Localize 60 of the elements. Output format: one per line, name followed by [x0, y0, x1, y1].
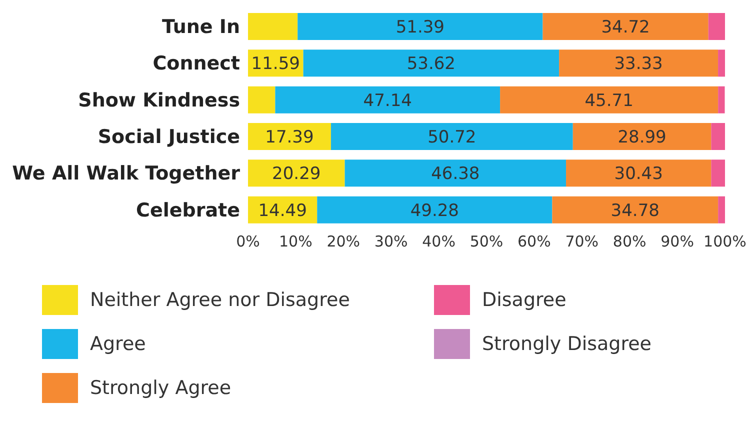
y-tick-label: We All Walk Together	[12, 162, 241, 185]
bar	[275, 86, 500, 114]
data-label: 49.28	[410, 200, 459, 221]
bar	[344, 160, 566, 187]
data-label: 34.72	[601, 18, 650, 38]
legend-label: Agree	[90, 333, 146, 355]
bar	[248, 13, 298, 40]
bar	[317, 196, 552, 224]
x-tick-label: 30%	[374, 232, 408, 251]
x-tick-label: 20%	[326, 232, 360, 251]
bar	[718, 50, 725, 77]
data-label: 30.43	[614, 164, 663, 184]
x-tick-label: 50%	[470, 232, 504, 251]
x-tick-label: 90%	[660, 232, 694, 251]
data-label: 11.59	[251, 54, 300, 74]
data-label: 33.33	[614, 54, 663, 74]
bar	[330, 123, 573, 150]
bar	[552, 196, 718, 224]
y-tick-label: Celebrate	[136, 199, 240, 222]
x-tick-label: 0%	[236, 232, 260, 251]
bar	[718, 86, 725, 114]
x-tick-label: 60%	[518, 232, 551, 251]
data-label: 46.38	[431, 164, 480, 184]
x-tick-label: 40%	[422, 232, 456, 251]
bar	[718, 196, 725, 224]
bar	[711, 160, 725, 187]
y-tick-label: Tune In	[162, 16, 240, 38]
y-tick-label: Connect	[152, 52, 240, 75]
x-tick-label: 10%	[279, 232, 312, 251]
bar	[708, 13, 725, 40]
bar	[711, 123, 725, 150]
y-tick-label: Show Kindness	[78, 89, 240, 112]
data-label: 28.99	[618, 128, 666, 148]
x-tick-label: 70%	[565, 232, 599, 251]
bar	[248, 123, 331, 150]
bar	[566, 160, 712, 187]
bar	[248, 86, 276, 114]
legend-label: Strongly Disagree	[482, 333, 652, 355]
data-label: 50.72	[428, 128, 476, 148]
data-label: 34.78	[610, 200, 660, 221]
data-label: 47.14	[363, 90, 412, 111]
x-tick-label: 100%	[704, 232, 746, 251]
legend-label: Disagree	[482, 289, 566, 311]
legend-label: Neither Agree nor Disagree	[90, 289, 350, 311]
y-tick-label: Social Justice	[98, 126, 240, 148]
bar	[542, 13, 708, 40]
bar	[500, 86, 718, 114]
bar	[303, 50, 560, 77]
data-label: 14.49	[258, 200, 307, 221]
data-label: 20.29	[272, 164, 321, 184]
data-label: 53.62	[406, 54, 456, 74]
data-label: 51.39	[396, 18, 445, 38]
data-label: 45.71	[584, 90, 634, 111]
bar	[559, 50, 718, 77]
legend-label: Strongly Agree	[90, 377, 232, 399]
x-tick-label: 80%	[612, 232, 646, 251]
bar	[298, 13, 543, 40]
bar	[572, 123, 712, 150]
data-label: 17.39	[265, 128, 314, 148]
bar	[248, 160, 345, 187]
